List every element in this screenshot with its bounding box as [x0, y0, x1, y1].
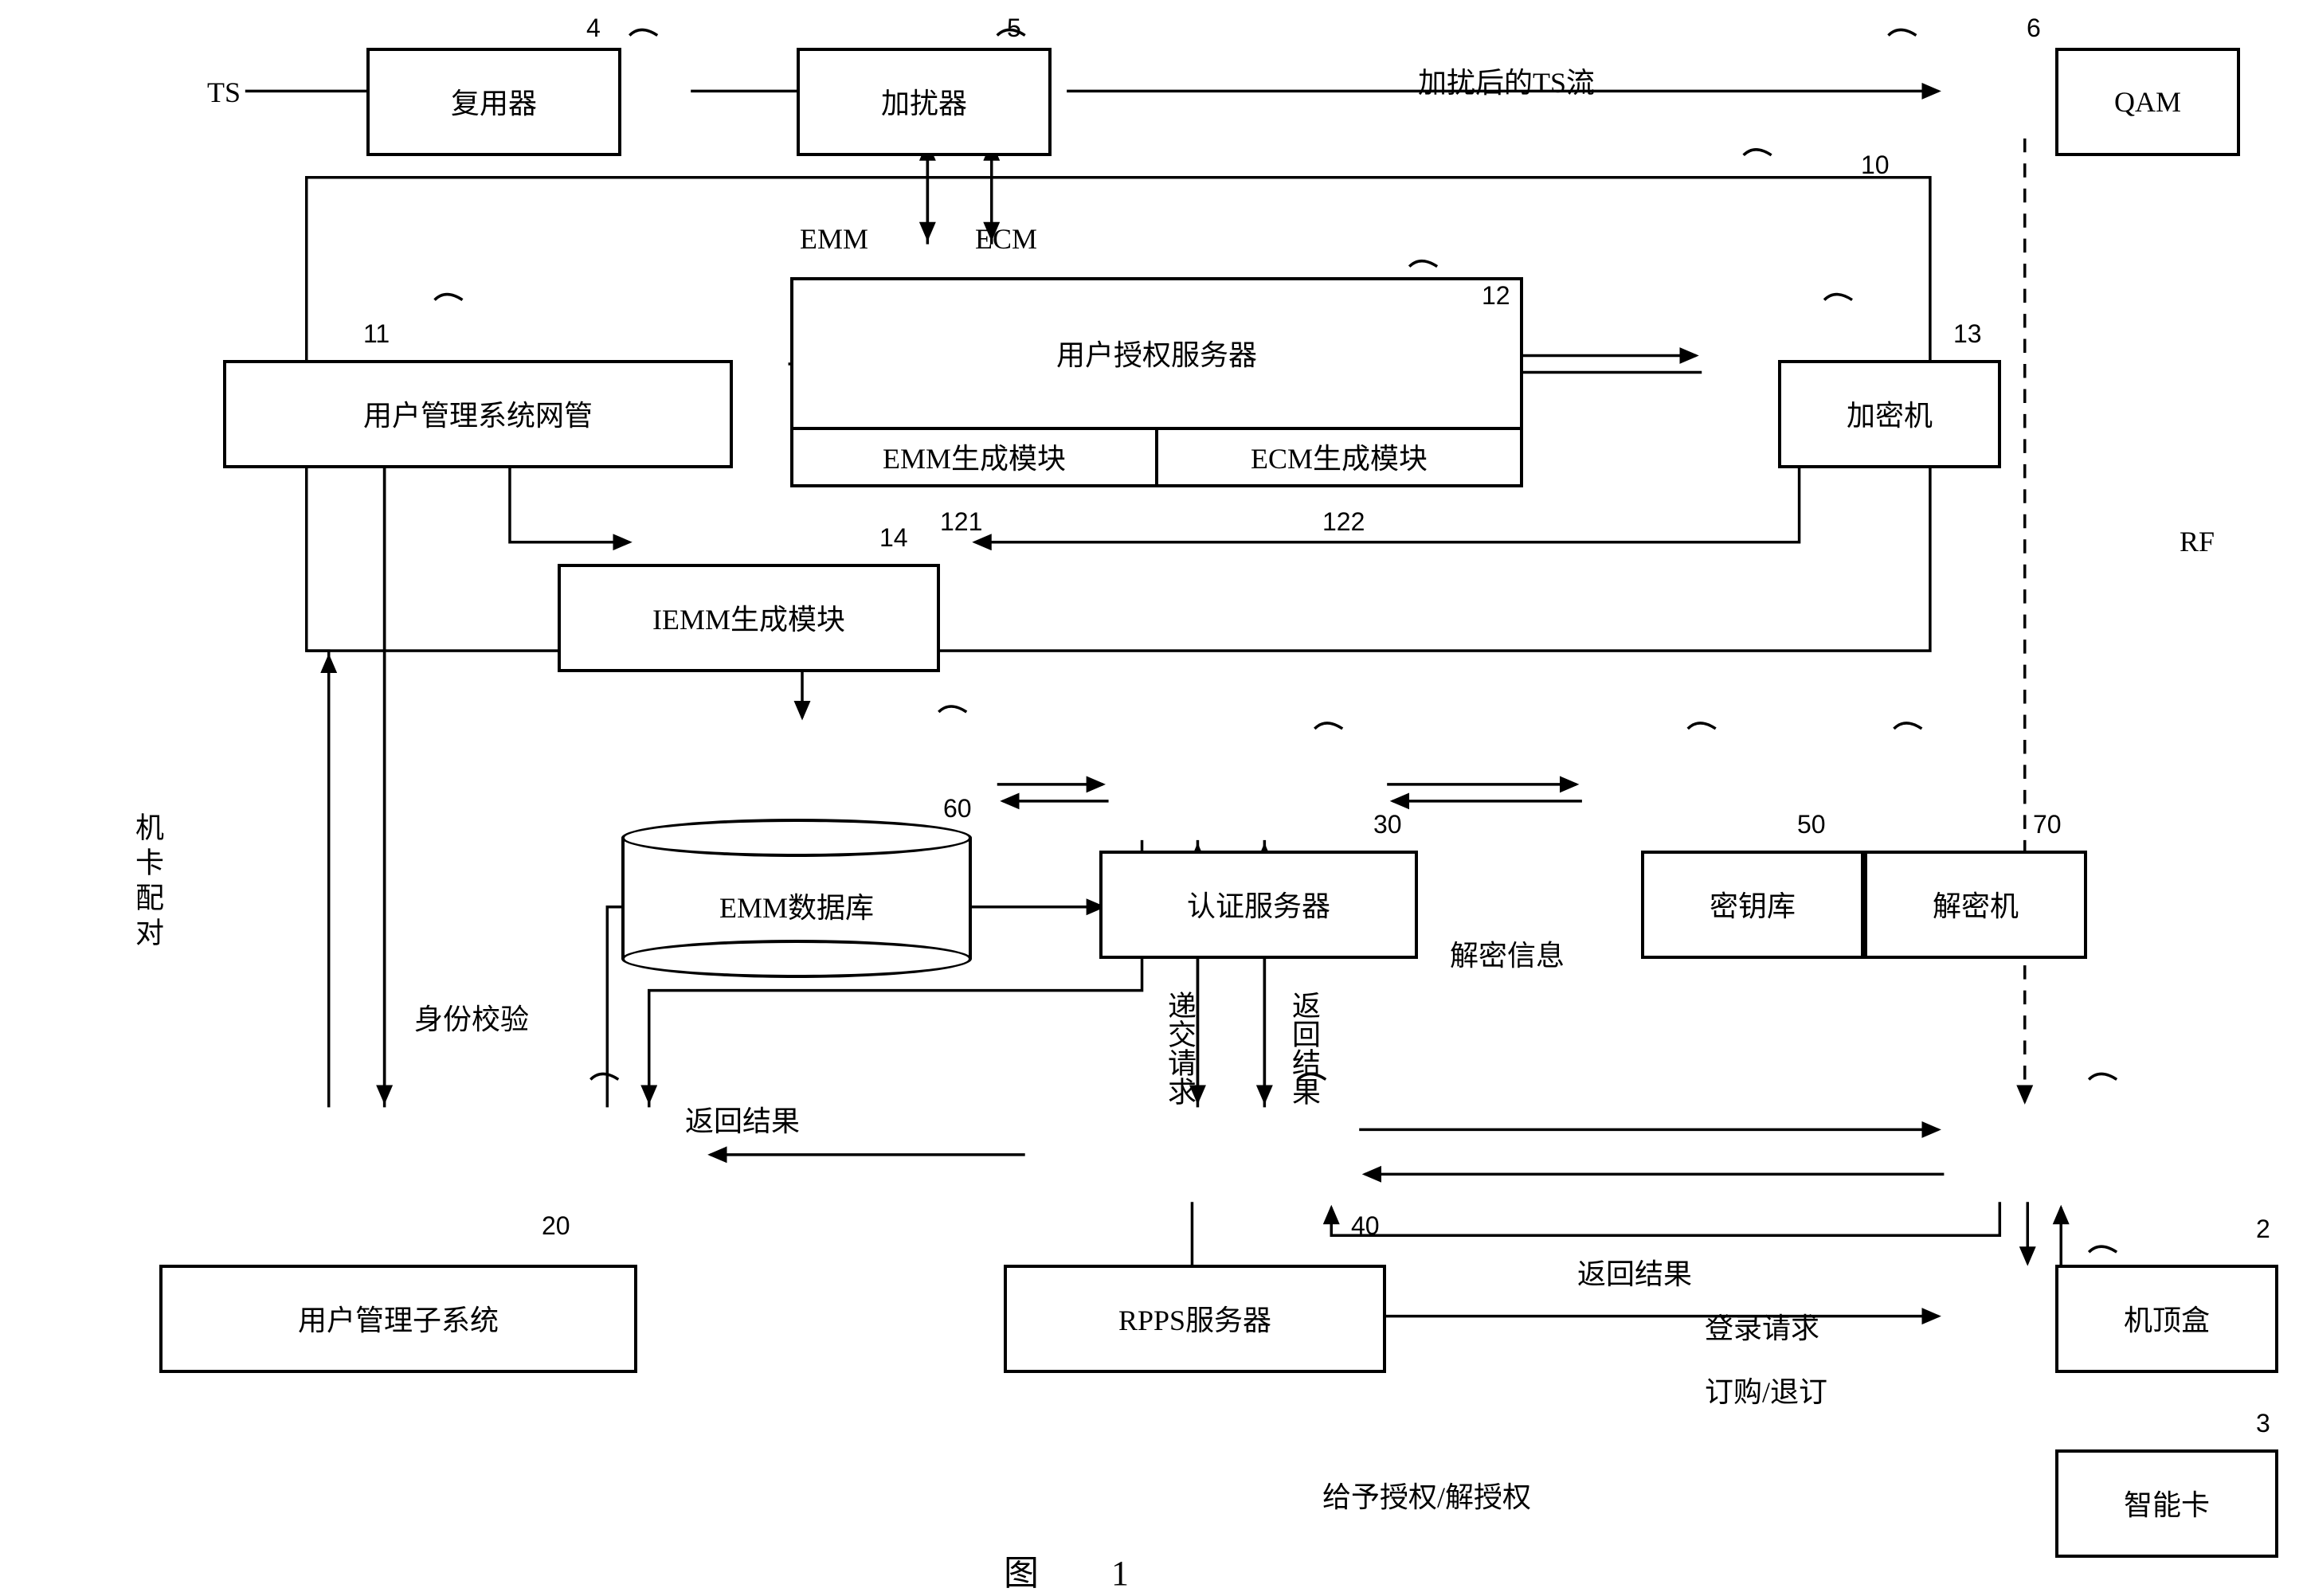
smartcard-box: 智能卡	[2055, 1449, 2278, 1558]
rpps-text: RPPS服务器	[1118, 1298, 1271, 1340]
mux-box: 复用器	[366, 48, 621, 156]
qam-box: QAM	[2055, 48, 2240, 156]
iemm-text: IEMM生成模块	[652, 597, 845, 639]
stb-text: 机顶盒	[2124, 1298, 2210, 1340]
smartcard-text: 智能卡	[2124, 1483, 2210, 1524]
mux-num: 4	[586, 16, 601, 45]
stb-num: 2	[2256, 1217, 2270, 1246]
stb-box: 机顶盒	[2055, 1265, 2278, 1373]
auth-server-box: 用户授权服务器 EMM生成模块 ECM生成模块	[790, 277, 1523, 487]
subsystem-num: 10	[1861, 153, 1890, 182]
emm-db-text: EMM数据库	[621, 886, 972, 927]
sms-nm-num: 11	[363, 322, 390, 350]
auth-server-num: 12	[1482, 284, 1510, 312]
keystore-num: 50	[1797, 812, 1826, 841]
encryptor-box: 加密机	[1778, 360, 2001, 468]
emm-db-cylinder: EMM数据库	[621, 819, 972, 978]
grant-revoke-label: 给予授权/解授权	[1322, 1475, 1531, 1516]
mux-text: 复用器	[451, 81, 537, 123]
keystore-text: 密钥库	[1710, 884, 1796, 925]
emm-label: EMM	[800, 223, 868, 256]
sms-sub-box: 用户管理子系统	[159, 1265, 637, 1373]
keystore-box: 密钥库	[1641, 851, 1864, 959]
ecm-label: ECM	[975, 223, 1037, 256]
iemm-box: IEMM生成模块	[558, 564, 940, 672]
qam-text: QAM	[2114, 85, 2181, 119]
rf-label: RF	[2180, 526, 2215, 559]
scrambler-box: 加扰器	[797, 48, 1052, 156]
sms-nm-box: 用户管理系统网管	[223, 360, 733, 468]
return-result-label: 返回结果	[685, 1099, 800, 1140]
figure-title: 图 1	[1004, 1545, 1161, 1596]
id-check-label: 身份校验	[414, 997, 529, 1039]
decryptor-box: 解密机	[1864, 851, 2087, 959]
qam-num: 6	[2027, 16, 2041, 45]
iemm-num: 14	[879, 526, 908, 554]
decryptor-num: 70	[2033, 812, 2062, 841]
scrambled-ts-label: 加扰后的TS流	[1418, 61, 1595, 102]
scrambler-num: 5	[1007, 16, 1021, 45]
smartcard-num: 3	[2256, 1411, 2270, 1440]
sub-unsub-label: 订购/退订	[1705, 1370, 1827, 1411]
decryptor-text: 解密机	[1933, 884, 2019, 925]
emm-gen-cell: EMM生成模块	[793, 427, 1158, 484]
ecm-gen-cell: ECM生成模块	[1158, 427, 1520, 484]
scrambler-text: 加扰器	[881, 81, 967, 123]
decrypt-info-label: 解密信息	[1450, 933, 1565, 975]
sms-nm-text: 用户管理系统网管	[363, 393, 593, 435]
submit-req-label: 递交请求	[1160, 991, 1201, 1105]
diagram-canvas: TS 复用器 4 加扰器 5 加扰后的TS流 QAM 6 RF EMM ECM …	[16, 16, 2303, 1408]
rpps-box: RPPS服务器	[1004, 1265, 1386, 1373]
emm-db-num: 60	[943, 796, 972, 825]
sms-sub-text: 用户管理子系统	[298, 1298, 499, 1340]
emm-gen-num: 121	[940, 510, 982, 538]
login-req-label: 登录请求	[1705, 1306, 1819, 1348]
auth-server-title: 用户授权服务器	[793, 280, 1520, 427]
auth-srv2-box: 认证服务器	[1099, 851, 1418, 959]
pair-label: 机卡配对	[127, 812, 169, 953]
ecm-gen-num: 122	[1322, 510, 1365, 538]
auth-srv2-num: 30	[1373, 812, 1402, 841]
encryptor-num: 13	[1953, 322, 1982, 350]
return-result3-label: 返回结果	[1577, 1252, 1692, 1293]
ts-label: TS	[207, 76, 241, 110]
rpps-num: 40	[1351, 1214, 1380, 1242]
return-result2-label: 返回结果	[1284, 991, 1326, 1105]
auth-srv2-text: 认证服务器	[1187, 884, 1330, 925]
connectors-svg	[16, 16, 2303, 1408]
encryptor-text: 加密机	[1847, 393, 1933, 435]
sms-sub-num: 20	[542, 1214, 570, 1242]
